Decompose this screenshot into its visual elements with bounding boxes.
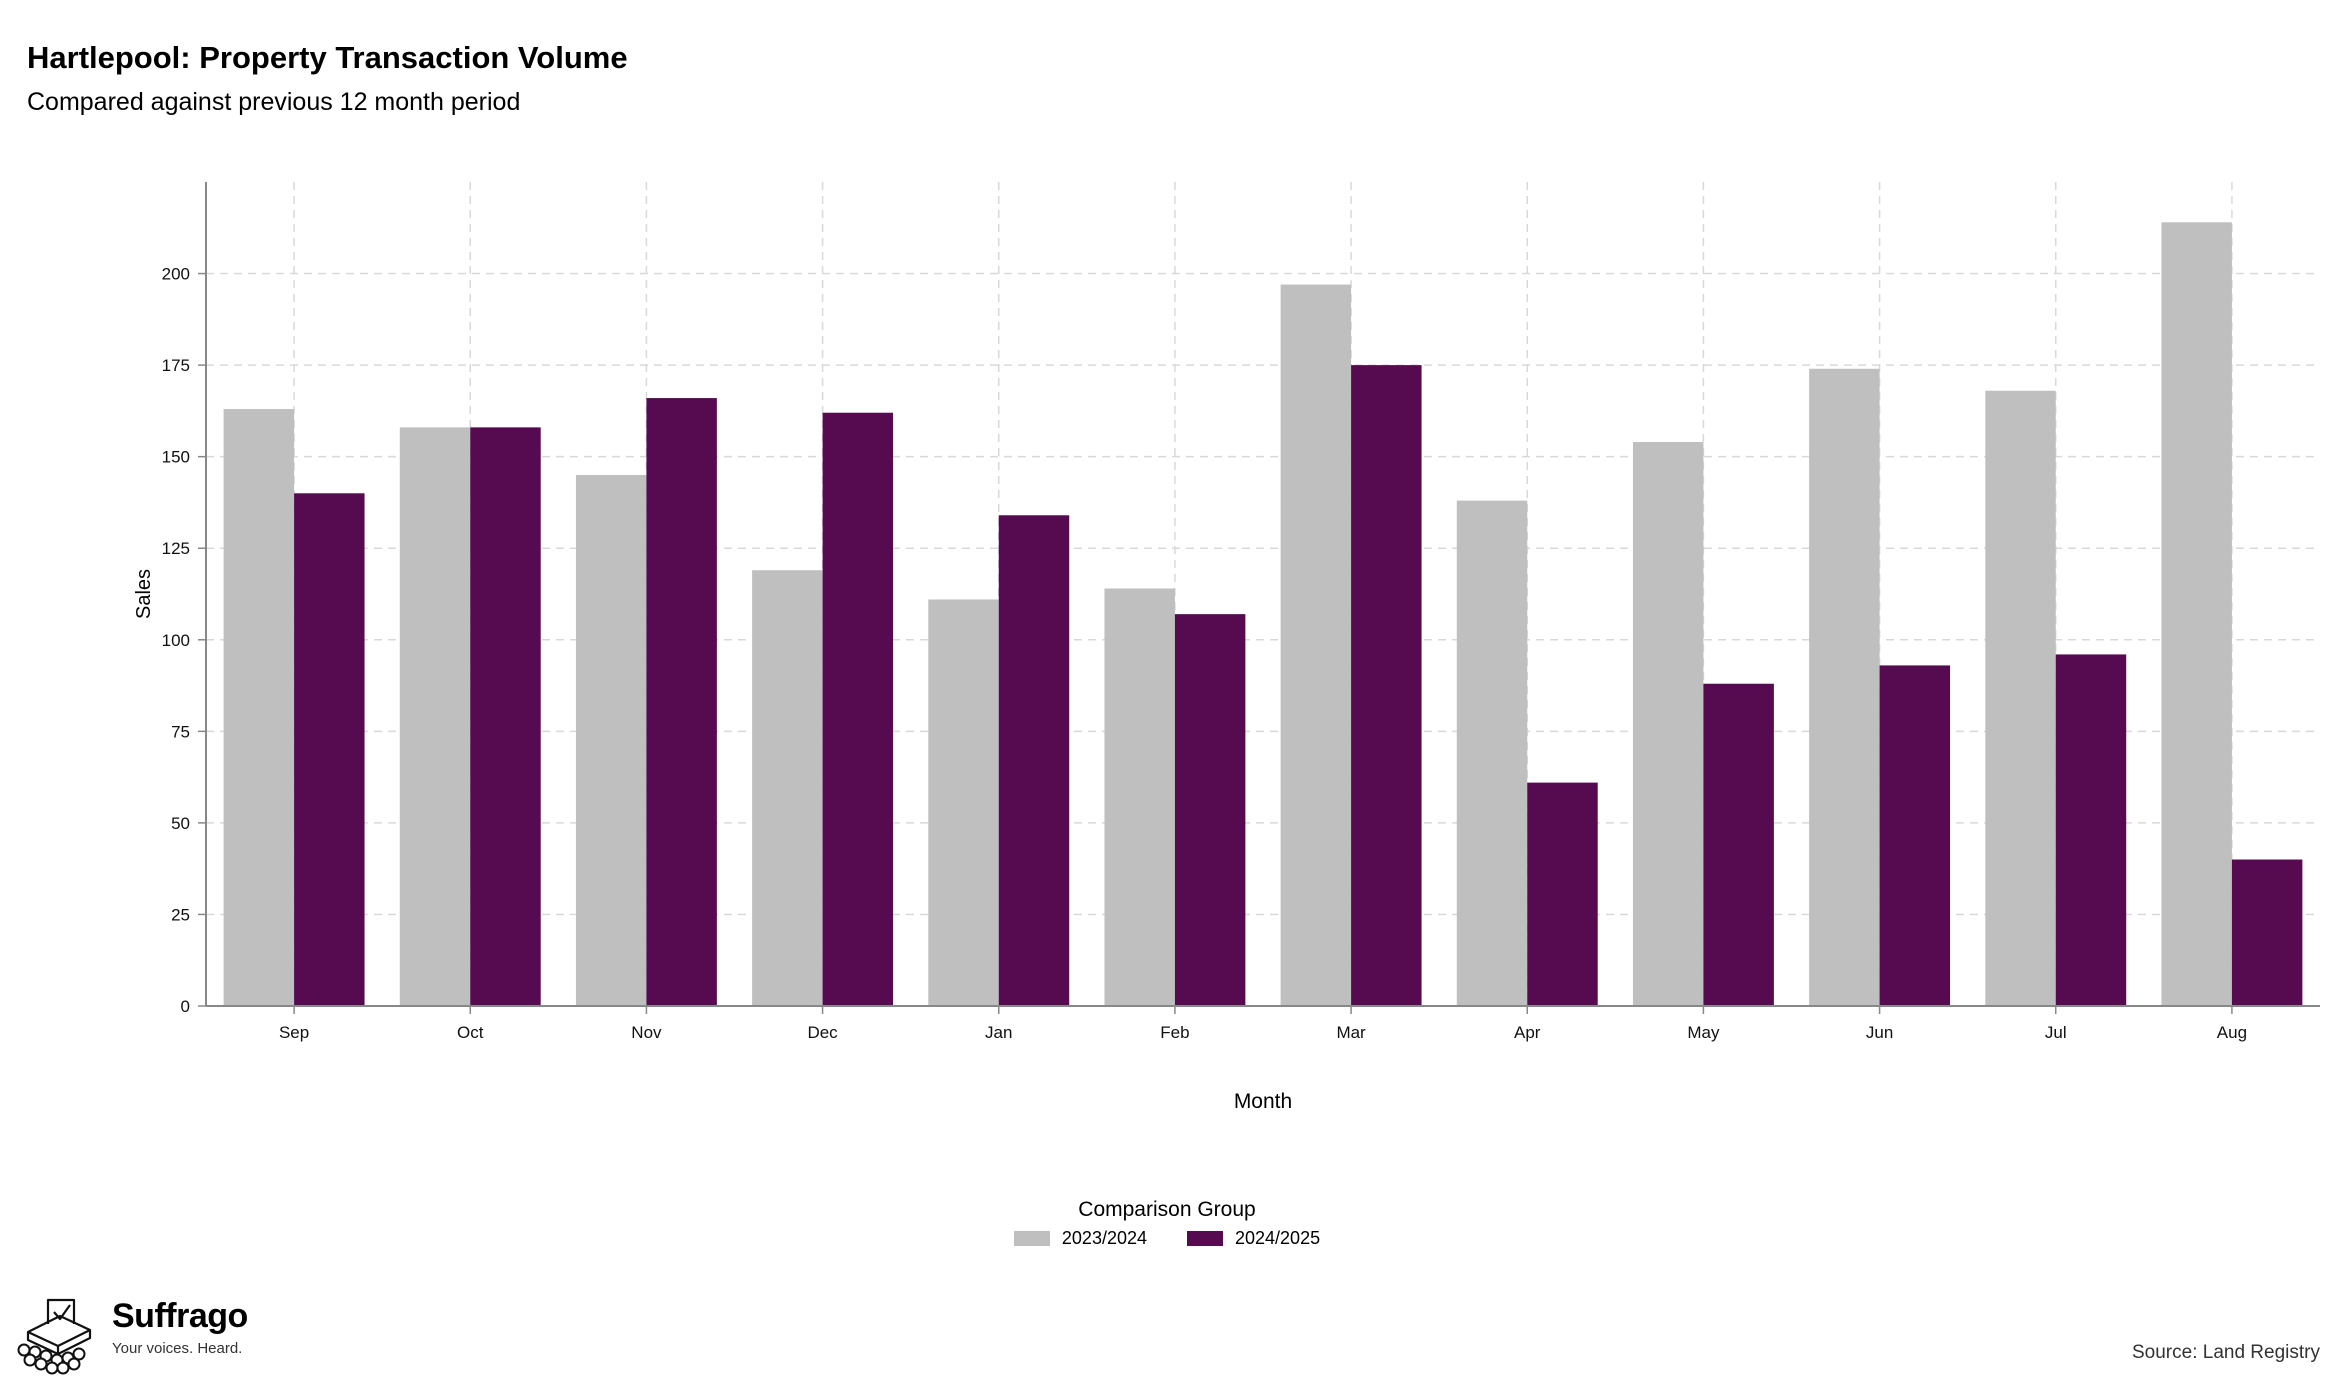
- legend-swatch-2024-2025: [1187, 1231, 1223, 1246]
- bar-2023-2024-oct: [399, 427, 471, 1006]
- y-tick-label: 125: [162, 539, 190, 558]
- bar-2024-2025-oct: [470, 427, 541, 1006]
- legend-item-2023-2024: 2023/2024: [1013, 1228, 1147, 1249]
- x-tick-label: Sep: [279, 1023, 309, 1042]
- bar-2024-2025-feb: [1174, 614, 1246, 1006]
- legend: Comparison Group 2023/2024 2024/2025: [0, 1198, 2334, 1251]
- x-tick-label: Oct: [457, 1023, 484, 1042]
- source-note: Source: Land Registry: [2132, 1342, 2320, 1363]
- y-tick-label: 150: [162, 448, 190, 467]
- x-tick-label: Apr: [1514, 1023, 1541, 1042]
- bar-2023-2024-aug: [2161, 222, 2232, 1007]
- bar-2023-2024-jan: [928, 599, 999, 1006]
- bar-2023-2024-dec: [752, 570, 823, 1006]
- bar-2024-2025-jan: [998, 515, 1070, 1006]
- bar-2023-2024-mar: [1280, 284, 1352, 1006]
- bar-2024-2025-mar: [1351, 365, 1422, 1007]
- ballot-box-icon: [17, 1298, 92, 1375]
- bar-2024-2025-aug: [2231, 859, 2303, 1006]
- x-axis-label: Month: [1234, 1090, 1292, 1113]
- bar-2024-2025-may: [1703, 683, 1774, 1006]
- x-tick-label: Jan: [985, 1023, 1012, 1042]
- y-tick-label: 100: [162, 631, 190, 650]
- x-tick-label: Jun: [1866, 1023, 1893, 1042]
- legend-label-2024-2025: 2024/2025: [1235, 1228, 1321, 1248]
- bar-2023-2024-may: [1632, 442, 1704, 1006]
- y-tick-label: 50: [171, 814, 190, 833]
- bar-2024-2025-sep: [294, 493, 365, 1006]
- x-tick-label: Jul: [2045, 1023, 2067, 1042]
- legend-label-2023-2024: 2023/2024: [1061, 1228, 1147, 1248]
- bar-2024-2025-nov: [646, 398, 717, 1006]
- x-tick-label: Dec: [807, 1023, 838, 1042]
- brand-text: Suffrago Your voices. Heard.: [112, 1294, 248, 1357]
- bar-2023-2024-sep: [223, 409, 295, 1007]
- axes: 0 25 50 75 100 125 150 175 200 Sep Oct Nov Dec Jan Feb…: [162, 182, 2320, 1042]
- chart-subtitle: Compared against previous 12 month perio…: [27, 88, 521, 116]
- legend-items: 2023/2024 2024/2025: [1013, 1228, 1320, 1249]
- brand-tagline: Your voices. Heard.: [112, 1340, 243, 1357]
- x-tick-label: Feb: [1160, 1023, 1189, 1042]
- y-tick-label: 175: [162, 356, 190, 375]
- bar-2024-2025-jul: [2055, 654, 2127, 1006]
- bar-chart: 0 25 50 75 100 125 150 175 200 Sep Oct Nov Dec Jan Feb…: [133, 182, 2320, 1113]
- legend-swatch-2023-2024: [1013, 1231, 1050, 1246]
- bar-2023-2024-jun: [1809, 368, 1880, 1007]
- bar-2023-2024-feb: [1104, 588, 1175, 1006]
- legend-item-2024-2025: 2024/2025: [1187, 1228, 1320, 1249]
- bar-2024-2025-dec: [822, 412, 894, 1007]
- bars: [223, 222, 2303, 1007]
- y-tick-label: 0: [181, 997, 190, 1016]
- bar-2023-2024-jul: [1985, 390, 2056, 1006]
- x-tick-label: Nov: [631, 1023, 662, 1042]
- y-tick-label: 25: [171, 905, 190, 924]
- y-tick-label: 200: [162, 265, 190, 284]
- brand-logo: Suffrago Your voices. Heard.: [14, 1294, 248, 1376]
- bar-2023-2024-nov: [575, 474, 647, 1006]
- bar-2024-2025-jun: [1879, 665, 1951, 1006]
- chart-title: Hartlepool: Property Transaction Volume: [27, 40, 628, 75]
- y-tick-label: 75: [171, 722, 190, 741]
- x-tick-label: May: [1687, 1023, 1720, 1042]
- y-axis-label: Sales: [133, 569, 155, 619]
- x-tick-label: Aug: [2217, 1023, 2247, 1042]
- bar-2024-2025-apr: [1527, 782, 1598, 1006]
- legend-title: Comparison Group: [1078, 1198, 1256, 1221]
- bar-2023-2024-apr: [1456, 500, 1528, 1006]
- brand-name: Suffrago: [112, 1297, 248, 1335]
- x-tick-label: Mar: [1336, 1023, 1366, 1042]
